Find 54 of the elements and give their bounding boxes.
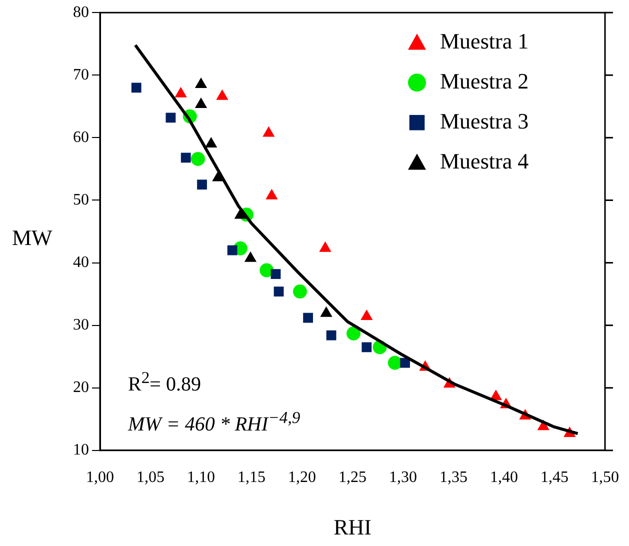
point: [270, 269, 281, 279]
legend-label: Muestra 4: [440, 148, 529, 174]
point: [388, 356, 402, 370]
point: [197, 180, 207, 190]
point: [194, 98, 208, 108]
point: [174, 86, 187, 98]
x-tick-label: 1,00: [86, 469, 114, 486]
point: [360, 310, 373, 320]
x-tick-label: 1,35: [440, 469, 468, 486]
point: [362, 342, 372, 352]
point: [326, 330, 336, 340]
point: [180, 152, 191, 163]
y-tick-label: 30: [73, 316, 89, 334]
point: [166, 112, 176, 123]
x-tick-label: 1,30: [389, 469, 417, 486]
x-tick-label: 1,15: [238, 469, 266, 486]
point: [266, 188, 278, 200]
point: [262, 126, 275, 137]
x-axis-title: RHI: [334, 514, 372, 540]
y-tick-label: 10: [73, 442, 89, 459]
point: [346, 326, 361, 340]
y-tick-label: 40: [73, 254, 89, 271]
y-tick-label: 20: [73, 379, 89, 396]
point: [400, 358, 410, 368]
y-tick-label: 80: [73, 4, 89, 21]
point: [205, 136, 218, 148]
x-tick-label: 1,25: [338, 469, 366, 486]
point: [274, 286, 284, 296]
y-tick-label: 70: [73, 66, 89, 84]
point: [244, 251, 257, 262]
point: [227, 245, 238, 256]
y-axis-title: MW: [12, 225, 52, 251]
x-tick-label: 1,40: [490, 469, 518, 486]
point: [260, 263, 274, 278]
x-tick-label: 1,20: [288, 469, 316, 486]
x-tick-label: 1,05: [136, 469, 164, 486]
annotation: R$^{2}$= 0.89: [128, 368, 201, 397]
x-tick-label: 1,50: [591, 469, 619, 486]
y-tick-label: 60: [73, 128, 89, 146]
point: [131, 82, 142, 93]
point: [216, 89, 228, 100]
point: [320, 306, 332, 317]
point: [303, 312, 314, 323]
legend-label: Muestra 2: [440, 68, 529, 94]
legend-label: Muestra 3: [440, 108, 529, 134]
point: [292, 284, 307, 299]
point: [190, 152, 205, 166]
point: [319, 241, 332, 252]
annotation: MW = 460 * RHI$^{−4,9}$: [128, 408, 300, 437]
point: [194, 78, 208, 88]
y-tick-label: 50: [73, 191, 89, 208]
x-tick-label: 1,45: [540, 469, 568, 486]
x-tick-label: 1,10: [187, 469, 215, 486]
legend-label: Muestra 1: [440, 28, 529, 54]
